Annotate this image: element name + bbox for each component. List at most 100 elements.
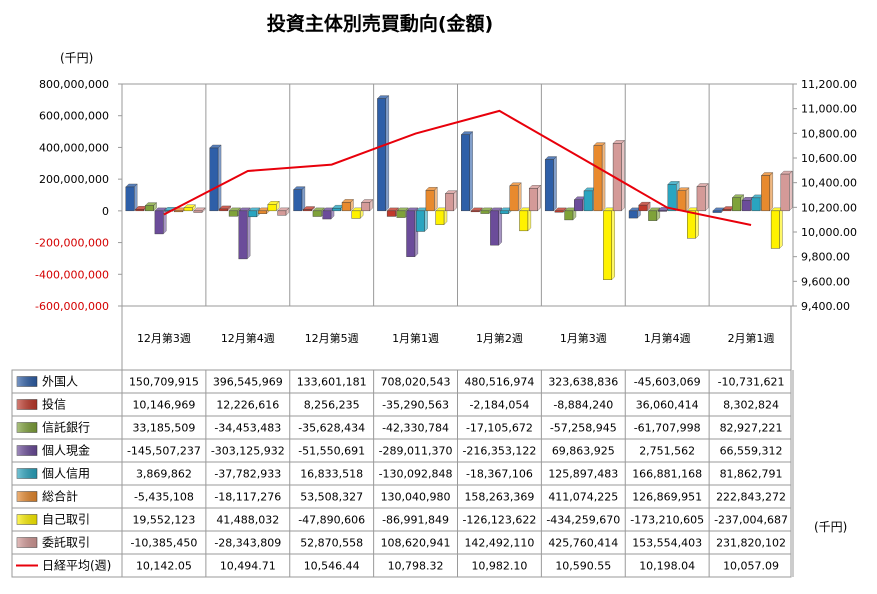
- table-cell: -10,385,450: [130, 537, 197, 550]
- bar: [248, 210, 258, 218]
- left-axis: 800,000,000 600,000,000 400,000,000 200,000…: [35, 78, 122, 313]
- table-cell: 166,881,168: [632, 468, 702, 481]
- table-cell: -34,453,483: [214, 422, 281, 435]
- series-name: 自己取引: [42, 513, 90, 527]
- bar: [293, 189, 303, 212]
- bar: [219, 208, 228, 212]
- table-cell: 12,226,616: [216, 399, 279, 412]
- bar-side: [705, 183, 709, 212]
- table-cell: 10,198.04: [639, 560, 695, 573]
- bar-side: [385, 95, 389, 212]
- bar: [667, 184, 677, 212]
- bar: [603, 210, 612, 280]
- bar: [554, 210, 564, 213]
- bar: [638, 204, 648, 212]
- table-cell: 8,256,235: [304, 399, 360, 412]
- right-tick-label: 10,200.00: [801, 201, 857, 214]
- left-tick-label: 800,000,000: [39, 78, 109, 91]
- table-cell: 3,869,862: [136, 468, 192, 481]
- table-cell: -35,628,434: [298, 422, 365, 435]
- table-cell: 222,843,272: [716, 491, 786, 504]
- table-cell: 19,552,123: [132, 514, 195, 527]
- bar-side: [527, 207, 532, 232]
- bar: [712, 210, 722, 213]
- table-cell: -10,731,621: [718, 376, 785, 389]
- table-cell: -57,258,945: [550, 422, 617, 435]
- table-cell: 81,862,791: [720, 468, 783, 481]
- bar: [303, 209, 312, 212]
- bar-side: [434, 186, 438, 212]
- table-cell: -35,290,563: [382, 399, 449, 412]
- bar: [470, 210, 480, 213]
- table-cell: 41,488,032: [216, 514, 279, 527]
- bar-side: [301, 186, 306, 212]
- bar: [174, 210, 183, 213]
- bar-side: [685, 187, 690, 212]
- table-cell: 125,897,483: [548, 468, 618, 481]
- bar: [499, 210, 509, 214]
- nikkei-line: [163, 109, 752, 226]
- table-cell: 36,060,414: [636, 399, 699, 412]
- bar-side: [789, 170, 793, 212]
- bar-side: [134, 183, 138, 212]
- legend-key-shade: [17, 399, 37, 410]
- bar: [125, 186, 135, 212]
- table-cell: 133,601,181: [297, 376, 367, 389]
- right-tick-label: 9,800.00: [801, 251, 850, 264]
- table-cell: 108,620,941: [381, 537, 451, 550]
- bar: [628, 210, 638, 219]
- legend-key-shade: [17, 445, 37, 456]
- bar-side: [611, 207, 615, 281]
- table-cell: 158,263,369: [464, 491, 534, 504]
- bars: [125, 95, 793, 281]
- category-label: 2月第1週: [728, 331, 775, 345]
- table-cell: -45,603,069: [634, 376, 701, 389]
- bar: [351, 210, 361, 219]
- table-cell: -130,092,848: [379, 468, 453, 481]
- left-tick-label: -600,000,000: [35, 300, 109, 313]
- table-cell: -289,011,370: [379, 445, 453, 458]
- bar: [312, 210, 322, 217]
- bar: [332, 207, 341, 212]
- bar: [544, 159, 554, 212]
- bar: [741, 200, 751, 212]
- legend-key-shade: [17, 537, 37, 548]
- table-cell: -17,105,672: [466, 422, 533, 435]
- category-label: 1月第1週: [392, 331, 439, 345]
- table-cell: 126,869,951: [632, 491, 702, 504]
- bar: [770, 210, 780, 249]
- bar: [193, 210, 203, 213]
- table-frame: [11, 369, 792, 578]
- bar: [322, 210, 332, 220]
- table-cell: 66,559,312: [720, 445, 783, 458]
- bar: [361, 202, 371, 212]
- bar-side: [553, 156, 557, 212]
- bar: [257, 210, 267, 214]
- bar: [377, 98, 387, 212]
- bar-side: [779, 207, 783, 249]
- table-cell: -434,259,670: [546, 514, 620, 527]
- bar: [761, 175, 771, 212]
- table-cell: 52,870,558: [300, 537, 363, 550]
- table-cell: 130,040,980: [381, 491, 451, 504]
- table-cell: -18,367,106: [466, 468, 533, 481]
- bar-side: [769, 172, 773, 212]
- bar: [480, 210, 490, 214]
- bar-side: [217, 144, 222, 212]
- series-name: 個人現金: [42, 443, 90, 458]
- bar-side: [424, 207, 428, 232]
- bar: [238, 210, 248, 260]
- bar: [528, 188, 538, 212]
- table-cell: -42,330,784: [382, 422, 449, 435]
- right-tick-label: 9,400.00: [801, 300, 850, 313]
- legend-key-shade: [17, 491, 37, 502]
- table-cell: 150,709,915: [129, 376, 199, 389]
- nikkei-line-path: [163, 109, 752, 226]
- right-tick-label: 10,600.00: [801, 152, 857, 165]
- bar: [135, 209, 145, 212]
- series-name: 委託取引: [42, 535, 90, 550]
- table-cell: 33,185,509: [132, 422, 195, 435]
- legend-key-shade: [17, 422, 37, 433]
- bar: [277, 210, 287, 216]
- table-cell: -303,125,932: [211, 445, 285, 458]
